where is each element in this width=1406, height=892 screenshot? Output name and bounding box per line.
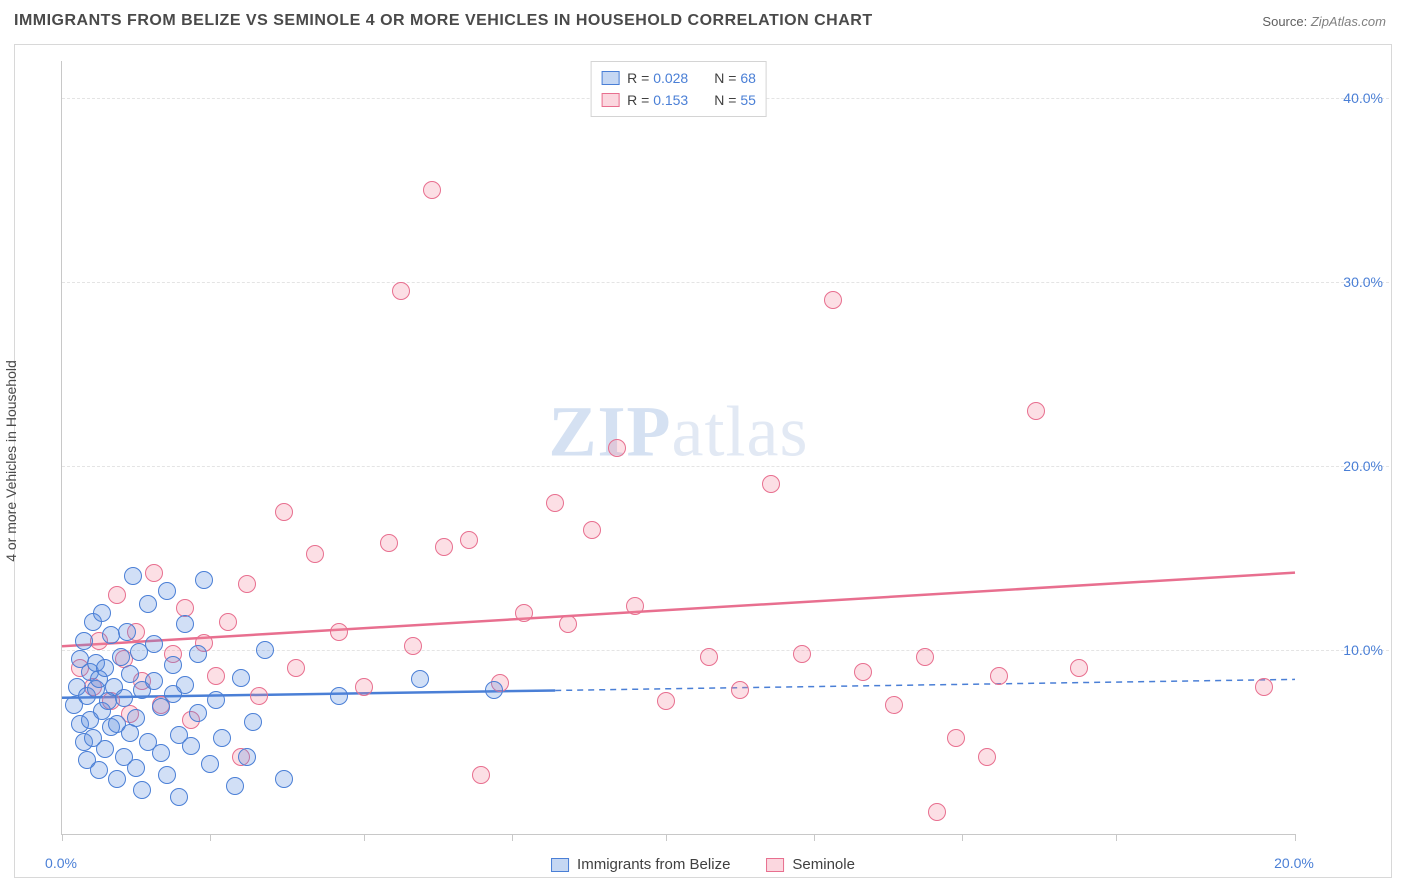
y-tick-label: 20.0% — [1343, 458, 1383, 474]
scatter-point-pink — [546, 494, 564, 512]
trendline-blue-dashed — [555, 679, 1295, 690]
x-tick-label: 0.0% — [45, 855, 77, 871]
chart-title: IMMIGRANTS FROM BELIZE VS SEMINOLE 4 OR … — [14, 12, 873, 30]
scatter-point-pink — [990, 667, 1008, 685]
x-tick — [364, 834, 365, 841]
scatter-point-pink — [207, 667, 225, 685]
legend-stats-row-blue: R = 0.028 N = 68 — [601, 67, 756, 89]
legend-r-blue: R = 0.028 — [627, 70, 688, 86]
legend-item-blue: Immigrants from Belize — [551, 856, 730, 873]
plot-area: ZIPatlas R = 0.028 N = 68 R = 0.153 N = … — [61, 61, 1295, 835]
scatter-point-blue — [158, 766, 176, 784]
legend-n-pink: N = 55 — [714, 92, 756, 108]
scatter-point-pink — [176, 599, 194, 617]
scatter-point-blue — [244, 713, 262, 731]
scatter-point-blue — [127, 709, 145, 727]
scatter-point-pink — [1027, 402, 1045, 420]
x-tick — [666, 834, 667, 841]
x-tick — [1116, 834, 1117, 841]
legend-stats-row-pink: R = 0.153 N = 55 — [601, 89, 756, 111]
scatter-point-blue — [121, 665, 139, 683]
scatter-point-blue — [232, 669, 250, 687]
scatter-point-blue — [158, 582, 176, 600]
scatter-point-pink — [380, 534, 398, 552]
scatter-point-pink — [238, 575, 256, 593]
scatter-point-pink — [824, 291, 842, 309]
scatter-point-blue — [133, 781, 151, 799]
scatter-point-pink — [392, 282, 410, 300]
scatter-point-blue — [75, 632, 93, 650]
legend-swatch-blue — [601, 71, 619, 85]
x-tick — [512, 834, 513, 841]
scatter-point-blue — [118, 623, 136, 641]
gridline-h — [62, 282, 1389, 283]
scatter-point-pink — [306, 545, 324, 563]
y-axis-label: 4 or more Vehicles in Household — [3, 360, 19, 562]
scatter-point-blue — [189, 704, 207, 722]
scatter-point-blue — [90, 761, 108, 779]
chart-container: 4 or more Vehicles in Household ZIPatlas… — [14, 44, 1392, 878]
scatter-point-pink — [793, 645, 811, 663]
legend-swatch-pink-b — [766, 858, 784, 872]
scatter-point-blue — [152, 744, 170, 762]
source-label: Source: — [1262, 14, 1307, 29]
scatter-point-blue — [195, 571, 213, 589]
scatter-point-pink — [275, 503, 293, 521]
legend-swatch-pink — [601, 93, 619, 107]
scatter-point-blue — [485, 681, 503, 699]
x-tick — [1295, 834, 1296, 841]
scatter-point-blue — [238, 748, 256, 766]
y-tick-label: 40.0% — [1343, 90, 1383, 106]
scatter-point-blue — [164, 656, 182, 674]
scatter-point-blue — [127, 759, 145, 777]
legend-swatch-blue-b — [551, 858, 569, 872]
scatter-point-pink — [330, 623, 348, 641]
legend-stats: R = 0.028 N = 68 R = 0.153 N = 55 — [590, 61, 767, 117]
source-value: ZipAtlas.com — [1311, 14, 1386, 29]
x-tick-label: 20.0% — [1274, 855, 1314, 871]
scatter-point-pink — [435, 538, 453, 556]
gridline-h — [62, 466, 1389, 467]
scatter-point-blue — [411, 670, 429, 688]
scatter-point-pink — [423, 181, 441, 199]
y-tick-label: 30.0% — [1343, 274, 1383, 290]
legend-item-pink: Seminole — [766, 856, 855, 873]
legend-n-blue: N = 68 — [714, 70, 756, 86]
scatter-point-blue — [275, 770, 293, 788]
scatter-point-pink — [608, 439, 626, 457]
scatter-point-blue — [207, 691, 225, 709]
x-tick — [210, 834, 211, 841]
legend-r-pink: R = 0.153 — [627, 92, 688, 108]
legend-label-blue: Immigrants from Belize — [577, 856, 730, 873]
scatter-point-pink — [978, 748, 996, 766]
x-tick — [62, 834, 63, 841]
scatter-point-blue — [226, 777, 244, 795]
scatter-point-blue — [112, 648, 130, 666]
scatter-point-blue — [189, 645, 207, 663]
y-tick-label: 10.0% — [1343, 642, 1383, 658]
scatter-point-blue — [115, 689, 133, 707]
x-tick — [814, 834, 815, 841]
scatter-point-pink — [355, 678, 373, 696]
scatter-point-pink — [460, 531, 478, 549]
legend-label-pink: Seminole — [792, 856, 855, 873]
scatter-point-pink — [626, 597, 644, 615]
source-attribution: Source: ZipAtlas.com — [1262, 14, 1386, 29]
legend-series: Immigrants from Belize Seminole — [551, 856, 855, 873]
scatter-point-blue — [201, 755, 219, 773]
scatter-point-pink — [1255, 678, 1273, 696]
x-tick — [962, 834, 963, 841]
scatter-point-pink — [559, 615, 577, 633]
